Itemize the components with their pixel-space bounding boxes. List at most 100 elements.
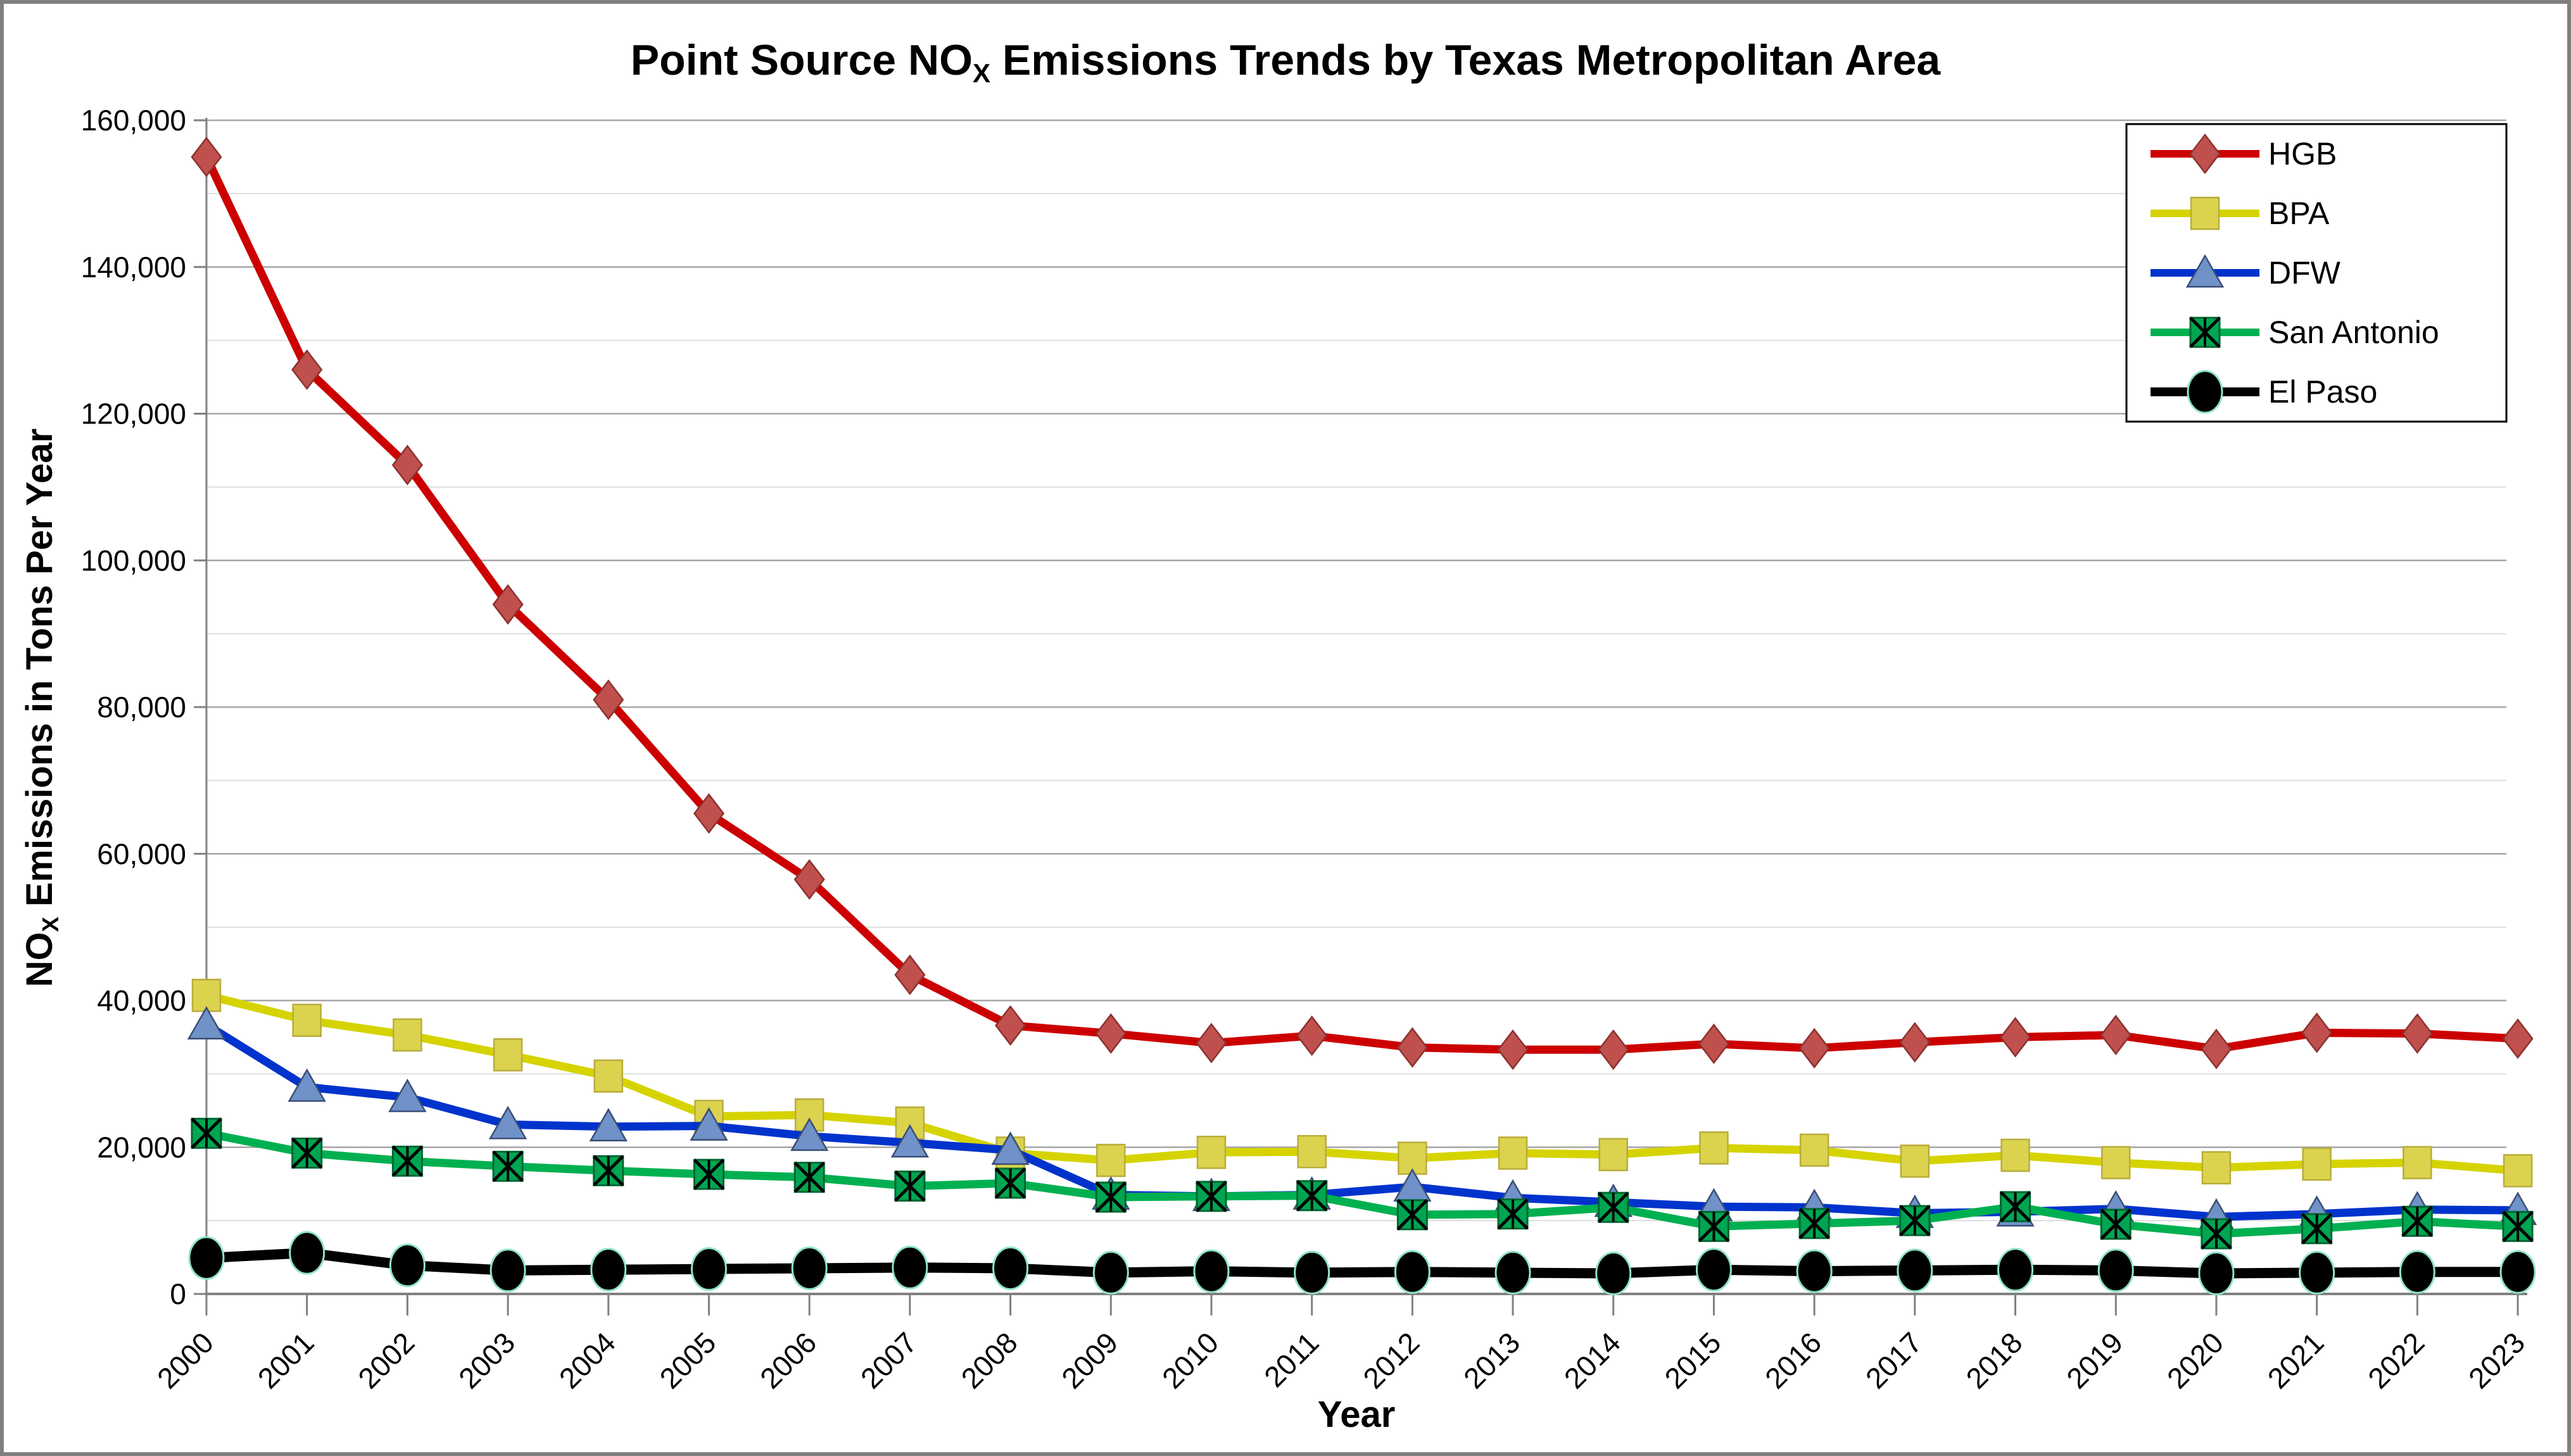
marker-square: [1498, 1136, 1528, 1170]
marker-square: [1699, 1131, 1729, 1165]
marker-square: [493, 1038, 523, 1072]
marker-diamond: [894, 954, 926, 995]
x-tick-label: 2010: [1156, 1326, 1225, 1395]
marker-diamond: [2301, 1012, 2333, 1053]
x-tick-label: 2017: [1859, 1326, 1928, 1395]
x-tick-label: 2013: [1457, 1326, 1526, 1395]
marker-circle: [992, 1246, 1029, 1290]
x-tick-label: 2019: [2060, 1326, 2129, 1395]
marker-circle: [1092, 1250, 1129, 1295]
marker-diamond: [2201, 1028, 2232, 1070]
y-tick-label: 60,000: [97, 838, 186, 870]
x-tick-label: 2016: [1759, 1326, 1828, 1395]
marker-diamond: [191, 136, 222, 177]
marker-square: [2403, 1146, 2432, 1179]
marker-diamond: [693, 793, 725, 834]
emissions-line-chart: 0 20,000 40,000 60,000 80,000 100,000 120,000 1…: [19, 36, 2537, 1435]
marker-circle: [1695, 1248, 1732, 1292]
marker-triangle: [890, 1124, 930, 1158]
marker-circle: [892, 1245, 928, 1290]
marker-triangle: [2185, 254, 2225, 288]
marker-circle: [188, 1236, 225, 1280]
y-tick-label: 40,000: [97, 984, 186, 1017]
marker-diamond: [1698, 1023, 1730, 1064]
series-line-bpa: [205, 991, 2518, 1175]
marker-diamond: [2100, 1014, 2132, 1056]
marker-circle: [2198, 1252, 2235, 1296]
x-tick-label: 2021: [2261, 1326, 2330, 1395]
marker-diamond: [1598, 1029, 1629, 1070]
marker-square: [191, 979, 222, 1012]
series-bpa: [191, 979, 2533, 1188]
marker-square: [2201, 1151, 2232, 1184]
y-tick-label: 100,000: [81, 544, 186, 577]
x-tick-label: 2005: [653, 1326, 722, 1395]
marker-square: [1598, 1138, 1628, 1172]
marker-square: [2000, 1138, 2030, 1172]
marker-triangle: [388, 1078, 427, 1112]
marker-circle: [690, 1247, 727, 1291]
x-tick-label: 2018: [1959, 1326, 2028, 1395]
y-tick-label: 80,000: [97, 691, 186, 724]
marker-square: [2100, 1146, 2131, 1179]
marker-diamond: [2189, 133, 2221, 175]
marker-circle: [791, 1246, 828, 1290]
marker-circle: [389, 1243, 426, 1288]
marker-triangle: [690, 1107, 728, 1141]
marker-square: [1297, 1134, 1327, 1169]
marker-triangle: [488, 1105, 527, 1139]
marker-diamond: [1899, 1022, 1931, 1063]
marker-diamond: [1396, 1027, 1428, 1068]
x-tick-label: 2011: [1258, 1326, 1325, 1393]
marker-circle: [1897, 1248, 1933, 1293]
x-tick-label: 2022: [2361, 1326, 2430, 1395]
legend-label: San Antonio: [2268, 315, 2439, 350]
marker-circle: [2097, 1248, 2134, 1293]
marker-circle: [2187, 370, 2223, 414]
marker-circle: [1193, 1249, 1230, 1293]
marker-triangle: [287, 1068, 326, 1102]
marker-diamond: [291, 349, 323, 391]
marker-circle: [1294, 1250, 1330, 1295]
y-tick-label: 120,000: [81, 398, 186, 430]
marker-circle: [289, 1231, 325, 1275]
marker-diamond: [1296, 1015, 1328, 1057]
marker-diamond: [994, 1005, 1027, 1046]
marker-circle: [590, 1248, 627, 1292]
legend-label: HGB: [2268, 136, 2337, 172]
y-tick-label: 0: [170, 1277, 186, 1310]
marker-diamond: [2401, 1013, 2433, 1054]
y-tick-label: 140,000: [81, 251, 186, 284]
marker-circle: [1997, 1248, 2034, 1292]
x-tick-label: 2002: [351, 1326, 420, 1395]
marker-circle: [1595, 1252, 1632, 1296]
x-tick-label: 2009: [1055, 1326, 1124, 1395]
major-gridlines: [206, 119, 2506, 1148]
marker-circle: [1394, 1250, 1431, 1294]
legend-entry-san-antonio: San Antonio: [2151, 315, 2439, 350]
marker-circle: [2499, 1250, 2536, 1294]
x-tick-label: 2006: [754, 1326, 823, 1395]
marker-square: [2302, 1147, 2332, 1181]
x-tick-label: 2008: [954, 1326, 1023, 1395]
marker-diamond: [1196, 1022, 1227, 1064]
marker-diamond: [793, 859, 825, 900]
x-tick-label: 2000: [151, 1326, 220, 1395]
marker-diamond: [1999, 1017, 2031, 1058]
legend-entry-hgb: HGB: [2151, 133, 2337, 175]
marker-square: [393, 1018, 422, 1052]
y-axis-title: NOX Emissions in Tons Per Year: [19, 429, 63, 988]
legend: HGB BPA DFW San Antonio El Paso: [2125, 123, 2508, 423]
series-hgb: [191, 136, 2534, 1070]
series-el-paso: [188, 1231, 2536, 1296]
x-tick-label: 2015: [1658, 1326, 1727, 1395]
marker-diamond: [391, 444, 423, 486]
series-line-hgb: [203, 155, 2518, 1054]
marker-square: [1196, 1136, 1227, 1169]
legend-entry-el-paso: El Paso: [2151, 370, 2377, 414]
marker-diamond: [2502, 1018, 2534, 1059]
marker-triangle: [589, 1108, 628, 1142]
legend-label: El Paso: [2268, 374, 2377, 410]
marker-diamond: [1497, 1029, 1529, 1070]
